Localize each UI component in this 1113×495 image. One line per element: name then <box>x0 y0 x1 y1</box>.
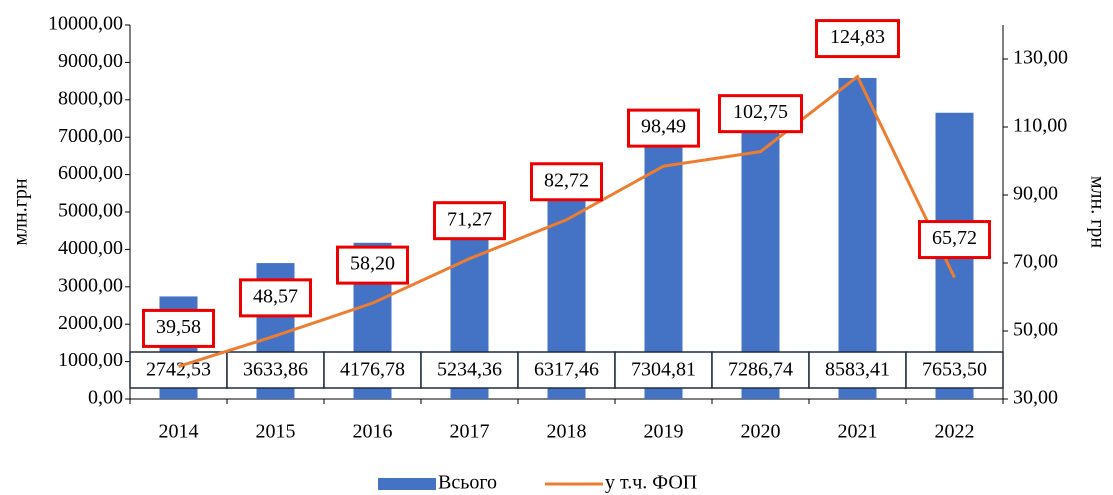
y-tick-label: 5000,00 <box>58 200 123 222</box>
y2-axis-title: млн. грн <box>1086 176 1108 249</box>
bar-value-label: 3633,86 <box>243 359 308 381</box>
y-tick-label: 6000,00 <box>58 162 123 184</box>
bar-value-label: 7286,74 <box>728 359 793 381</box>
line-label-box <box>718 94 803 134</box>
line-label-box <box>239 278 312 318</box>
y-tick-label: 1000,00 <box>58 349 123 371</box>
bar <box>838 77 877 399</box>
y2-tick-label: 90,00 <box>1013 183 1058 205</box>
y2-tick-label: 130,00 <box>1013 47 1068 69</box>
bar-value-label: 7304,81 <box>631 359 696 381</box>
line-value-label: 65,72 <box>932 227 977 249</box>
bar-value-label: 8583,41 <box>825 359 890 381</box>
line-label-box <box>530 162 603 202</box>
y-tick-label: 0,00 <box>88 387 123 409</box>
y-tick-label: 10000,00 <box>48 13 123 35</box>
bar-label-box <box>226 351 325 389</box>
line-value-label: 39,58 <box>156 316 201 338</box>
x-tick-label: 2015 <box>256 421 296 443</box>
y2-tick-label: 70,00 <box>1013 251 1058 273</box>
x-tick-label: 2016 <box>353 421 393 443</box>
legend-swatch <box>378 478 436 490</box>
y-tick-label: 4000,00 <box>58 237 123 259</box>
x-tick-label: 2018 <box>547 421 587 443</box>
line-value-label: 71,27 <box>447 208 492 230</box>
line-label-box <box>142 308 215 348</box>
bar-label-box <box>517 351 616 389</box>
bar-label-box <box>905 351 1004 389</box>
x-tick-label: 2017 <box>450 421 490 443</box>
y-tick-label: 7000,00 <box>58 125 123 147</box>
bar-value-label: 5234,36 <box>437 359 502 381</box>
y2-tick-label: 50,00 <box>1013 319 1058 341</box>
bar-value-label: 6317,46 <box>534 359 599 381</box>
line <box>178 74 956 368</box>
line-label-box <box>627 108 700 148</box>
y2-tick-label: 110,00 <box>1013 115 1067 137</box>
y-tick-label: 9000,00 <box>58 50 123 72</box>
legend-label: у т.ч. ФОП <box>605 472 697 494</box>
x-tick-label: 2019 <box>644 421 684 443</box>
bar-value-label: 2742,53 <box>146 359 211 381</box>
line-label-box <box>918 220 991 260</box>
line-label-box <box>815 19 900 59</box>
y-axis-title: млн.грн <box>10 178 32 246</box>
bar-label-box <box>808 351 907 389</box>
line-label-box <box>433 201 506 241</box>
y-tick-label: 3000,00 <box>58 274 123 296</box>
line-value-label: 98,49 <box>641 116 686 138</box>
bar-label-box <box>323 351 422 389</box>
x-tick-label: 2021 <box>838 421 878 443</box>
line-value-label: 48,57 <box>253 285 298 307</box>
y-tick-label: 8000,00 <box>58 87 123 109</box>
line-value-label: 124,83 <box>830 26 885 48</box>
line-value-label: 58,20 <box>350 253 395 275</box>
bar-label-box <box>420 351 519 389</box>
x-tick-label: 2022 <box>935 421 975 443</box>
legend-label: Всього <box>438 472 497 494</box>
y2-tick-label: 30,00 <box>1013 387 1058 409</box>
x-tick-label: 2014 <box>159 421 199 443</box>
line-label-box <box>336 245 409 285</box>
line-value-label: 102,75 <box>733 101 788 123</box>
bar-value-label: 4176,78 <box>340 359 405 381</box>
y-tick-label: 2000,00 <box>58 312 123 334</box>
x-tick-label: 2020 <box>741 421 781 443</box>
bar-value-label: 7653,50 <box>922 359 987 381</box>
line-value-label: 82,72 <box>544 169 589 191</box>
